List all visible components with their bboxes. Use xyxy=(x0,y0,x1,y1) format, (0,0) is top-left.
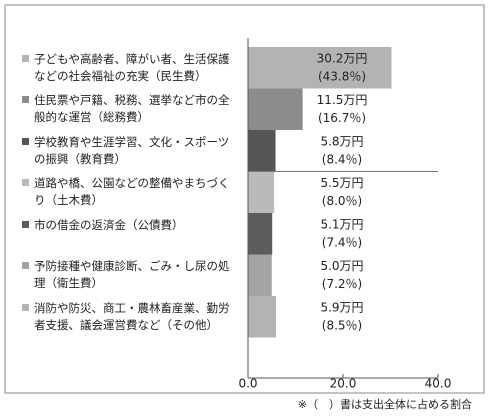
share-label: (16.7％) xyxy=(318,111,366,125)
x-tick-label: 40.0 xyxy=(425,377,452,391)
note: ※（ ）書は支出全体に占める割合 xyxy=(298,397,472,411)
x-tick-label: 20.0 xyxy=(330,377,357,391)
category-text: 子どもや高齢者、障がい者、生活保護などの社会福祉の充実（民生費） xyxy=(34,51,230,83)
legend-square xyxy=(22,54,29,62)
category-label: 学校教育や生涯学習、文化・スポーツの振興（教育費） xyxy=(22,134,234,168)
category-label: 予防接種や健康診断、ごみ・し尿の処理（衛生費） xyxy=(22,258,234,292)
category-label: 市の借金の返済金（公債費） xyxy=(22,217,234,234)
category-text: 消防や防災、商工・農林畜産業、勤労者支援、議会運営費など（その他） xyxy=(34,300,230,332)
category-label: 住民票や戸籍、税務、選挙など市の全般的な運営（総務費） xyxy=(22,92,234,126)
legend-square xyxy=(22,220,29,228)
legend-square xyxy=(22,179,29,187)
category-text: 道路や橋、公園などの整備やまちづくり（土木費） xyxy=(34,176,230,208)
share-label: (8.4％) xyxy=(322,152,362,166)
value-label: 5.0万円 xyxy=(320,259,363,273)
bar xyxy=(248,130,276,172)
bar xyxy=(248,213,273,255)
share-label: (43.8％) xyxy=(318,69,366,83)
category-text: 市の借金の返済金（公債費） xyxy=(34,217,184,232)
share-label: (8.0％) xyxy=(322,194,362,208)
category-label: 道路や橋、公園などの整備やまちづくり（土木費） xyxy=(22,175,234,209)
legend-square xyxy=(22,303,29,311)
value-label: 30.2万円 xyxy=(317,51,368,65)
bar xyxy=(248,296,277,338)
category-text: 住民票や戸籍、税務、選挙など市の全般的な運営（総務費） xyxy=(34,93,230,125)
legend-square xyxy=(22,137,29,145)
frame xyxy=(4,4,485,394)
legend-square xyxy=(22,96,29,104)
x-tick-label: 0.0 xyxy=(238,377,257,391)
value-label: 5.9万円 xyxy=(320,300,363,314)
value-label: 5.8万円 xyxy=(320,134,363,148)
bar xyxy=(248,47,392,89)
value-label: 5.5万円 xyxy=(320,176,363,190)
value-label: 5.1万円 xyxy=(320,217,363,231)
bar xyxy=(248,171,275,213)
value-label: 11.5万円 xyxy=(317,93,368,107)
category-text: 学校教育や生涯学習、文化・スポーツの振興（教育費） xyxy=(34,134,230,166)
category-label: 子どもや高齢者、障がい者、生活保護などの社会福祉の充実（民生費） xyxy=(22,51,234,85)
bar xyxy=(248,88,303,130)
share-label: (7.2％) xyxy=(322,277,362,291)
bar xyxy=(248,254,272,296)
share-label: (8.5％) xyxy=(322,318,362,332)
legend-square xyxy=(22,262,29,270)
category-text: 予防接種や健康診断、ごみ・し尿の処理（衛生費） xyxy=(34,259,230,291)
category-label: 消防や防災、商工・農林畜産業、勤労者支援、議会運営費など（その他） xyxy=(22,300,234,334)
share-label: (7.4％) xyxy=(322,235,362,249)
